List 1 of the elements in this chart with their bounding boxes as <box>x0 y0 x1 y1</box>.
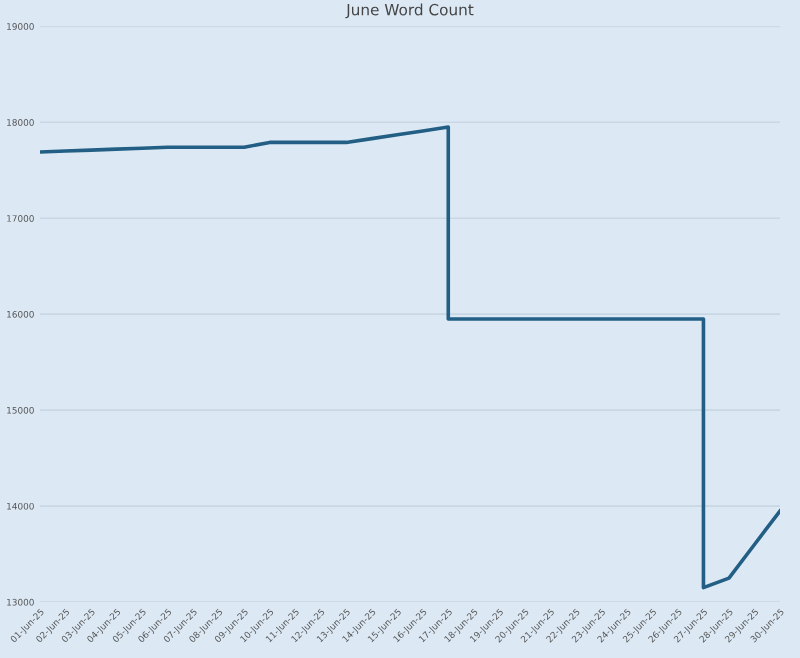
line-series <box>40 125 780 590</box>
